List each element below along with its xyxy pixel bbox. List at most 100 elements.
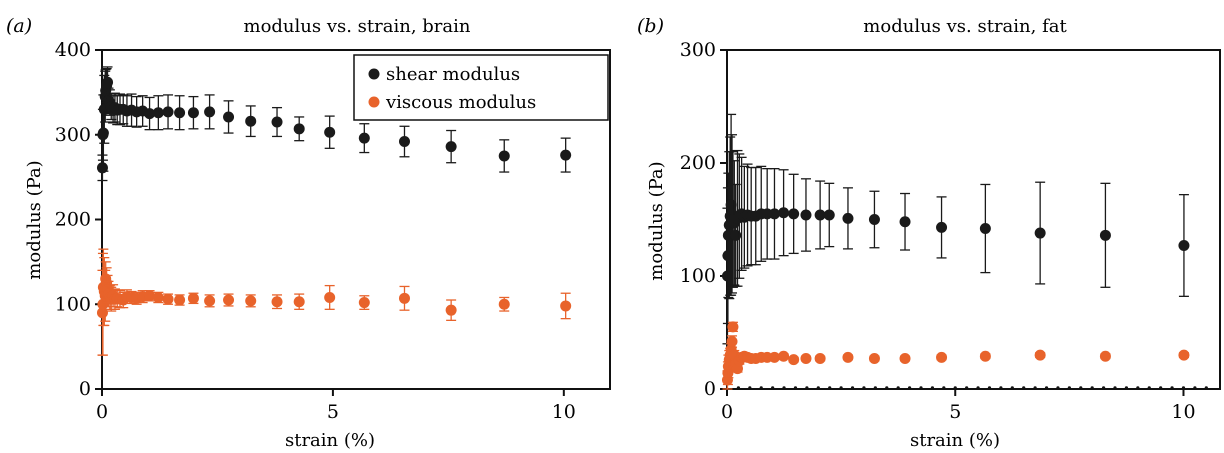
data-point-shear-modulus <box>102 76 114 88</box>
data-point-baseline <box>1147 386 1151 390</box>
data-point-shear-modulus <box>293 123 305 135</box>
panel-label-b: (b) <box>637 15 664 37</box>
data-point-viscous-modulus <box>727 321 739 333</box>
data-point-shear-modulus <box>144 108 156 120</box>
data-point-baseline <box>896 386 900 390</box>
data-point-baseline <box>736 386 741 390</box>
x-tick-label-0: 0 <box>721 401 733 423</box>
data-point-shear-modulus <box>187 107 199 119</box>
data-point-viscous-modulus <box>868 352 880 364</box>
data-point-baseline <box>999 386 1003 390</box>
y-tick-label-100: 100 <box>680 265 716 287</box>
y-tick-label-0: 0 <box>79 378 91 400</box>
data-point-baseline <box>942 386 946 390</box>
data-point-shear-modulus <box>204 106 216 118</box>
legend-label-shear: shear modulus <box>386 64 520 85</box>
legend-marker-viscous <box>368 96 380 108</box>
chart-panel-fat: (b) modulus vs. strain, fat modulus (Pa)… <box>637 15 1221 451</box>
y-axis-label-fat: modulus (Pa) <box>646 161 667 280</box>
data-point-shear-modulus <box>445 141 457 153</box>
x-tick-label-0: 0 <box>96 401 108 423</box>
data-point-shear-modulus <box>324 126 336 138</box>
data-point-baseline <box>885 386 889 390</box>
data-point-shear-modulus <box>730 229 742 241</box>
y-tick-label-200: 200 <box>55 209 91 231</box>
data-point-shear-modulus <box>174 107 186 119</box>
data-point-viscous-modulus <box>162 293 174 305</box>
data-point-viscous-modulus <box>800 352 812 364</box>
data-point-baseline <box>771 386 775 390</box>
data-point-baseline <box>1136 386 1140 390</box>
data-point-baseline <box>1101 386 1106 390</box>
data-point-baseline <box>953 386 957 390</box>
data-point-viscous-modulus <box>223 294 235 306</box>
data-point-shear-modulus <box>97 127 109 139</box>
data-point-baseline <box>862 386 866 390</box>
x-tick-label-10: 10 <box>552 401 576 423</box>
data-point-baseline <box>976 386 980 390</box>
y-tick-label-300: 300 <box>680 39 716 61</box>
data-point-shear-modulus <box>778 207 790 219</box>
data-point-viscous-modulus <box>1178 349 1190 361</box>
series-baseline <box>736 386 1208 390</box>
data-point-baseline <box>1193 386 1197 390</box>
data-point-viscous-modulus <box>814 352 826 364</box>
data-point-baseline <box>828 386 832 390</box>
data-point-viscous-modulus <box>498 298 510 310</box>
y-tick-label-100: 100 <box>55 293 91 315</box>
y-tick-label-200: 200 <box>680 152 716 174</box>
legend-label-viscous: viscous modulus <box>385 92 536 113</box>
data-point-shear-modulus <box>814 209 826 221</box>
data-point-baseline <box>805 386 809 390</box>
data-point-baseline <box>793 386 798 390</box>
data-point-baseline <box>850 386 855 390</box>
data-point-baseline <box>816 386 820 390</box>
x-tick-label-10: 10 <box>1171 401 1195 423</box>
y-tick-label-400: 400 <box>55 39 91 61</box>
data-point-viscous-modulus <box>768 351 780 363</box>
data-point-baseline <box>782 386 786 390</box>
data-point-viscous-modulus <box>144 290 156 302</box>
data-point-baseline <box>1170 386 1174 390</box>
data-point-baseline <box>1159 386 1163 390</box>
data-point-baseline <box>907 386 912 390</box>
x-axis-label-brain: strain (%) <box>285 430 375 451</box>
plot-frame-fat <box>726 49 1221 390</box>
data-point-viscous-modulus <box>398 292 410 304</box>
x-tick-label-5: 5 <box>949 401 961 423</box>
data-point-baseline <box>1090 386 1094 390</box>
data-point-shear-modulus <box>788 208 800 220</box>
series-viscous-modulus <box>96 248 572 356</box>
data-point-viscous-modulus <box>842 351 854 363</box>
data-point-shear-modulus <box>271 116 283 128</box>
data-point-baseline <box>1056 386 1060 390</box>
chart-title-fat: modulus vs. strain, fat <box>863 16 1067 37</box>
data-point-shear-modulus <box>358 132 370 144</box>
data-point-baseline <box>1010 386 1014 390</box>
data-point-shear-modulus <box>842 212 854 224</box>
data-point-viscous-modulus <box>245 295 257 307</box>
data-point-shear-modulus <box>768 208 780 220</box>
data-point-baseline <box>1113 386 1117 390</box>
data-point-shear-modulus <box>498 150 510 162</box>
data-point-viscous-modulus <box>899 352 911 364</box>
data-point-baseline <box>1204 386 1208 390</box>
panel-label-a: (a) <box>6 15 32 37</box>
data-point-baseline <box>1033 386 1037 390</box>
legend-box <box>353 54 609 121</box>
plot-area-fat: 0 100 200 300 0 5 10 <box>680 39 1221 423</box>
data-point-viscous-modulus <box>187 292 199 304</box>
data-point-baseline <box>965 386 969 390</box>
data-point-shear-modulus <box>868 214 880 225</box>
legend-marker-shear <box>368 68 380 80</box>
data-point-shear-modulus <box>1099 229 1111 241</box>
data-point-shear-modulus <box>1178 239 1190 251</box>
data-point-viscous-modulus <box>293 296 305 308</box>
data-point-viscous-modulus <box>1034 349 1046 361</box>
data-point-viscous-modulus <box>560 300 572 312</box>
data-point-baseline <box>759 386 763 390</box>
data-point-viscous-modulus <box>726 336 738 348</box>
series-viscous-modulus <box>721 321 1190 390</box>
data-point-baseline <box>748 386 752 390</box>
